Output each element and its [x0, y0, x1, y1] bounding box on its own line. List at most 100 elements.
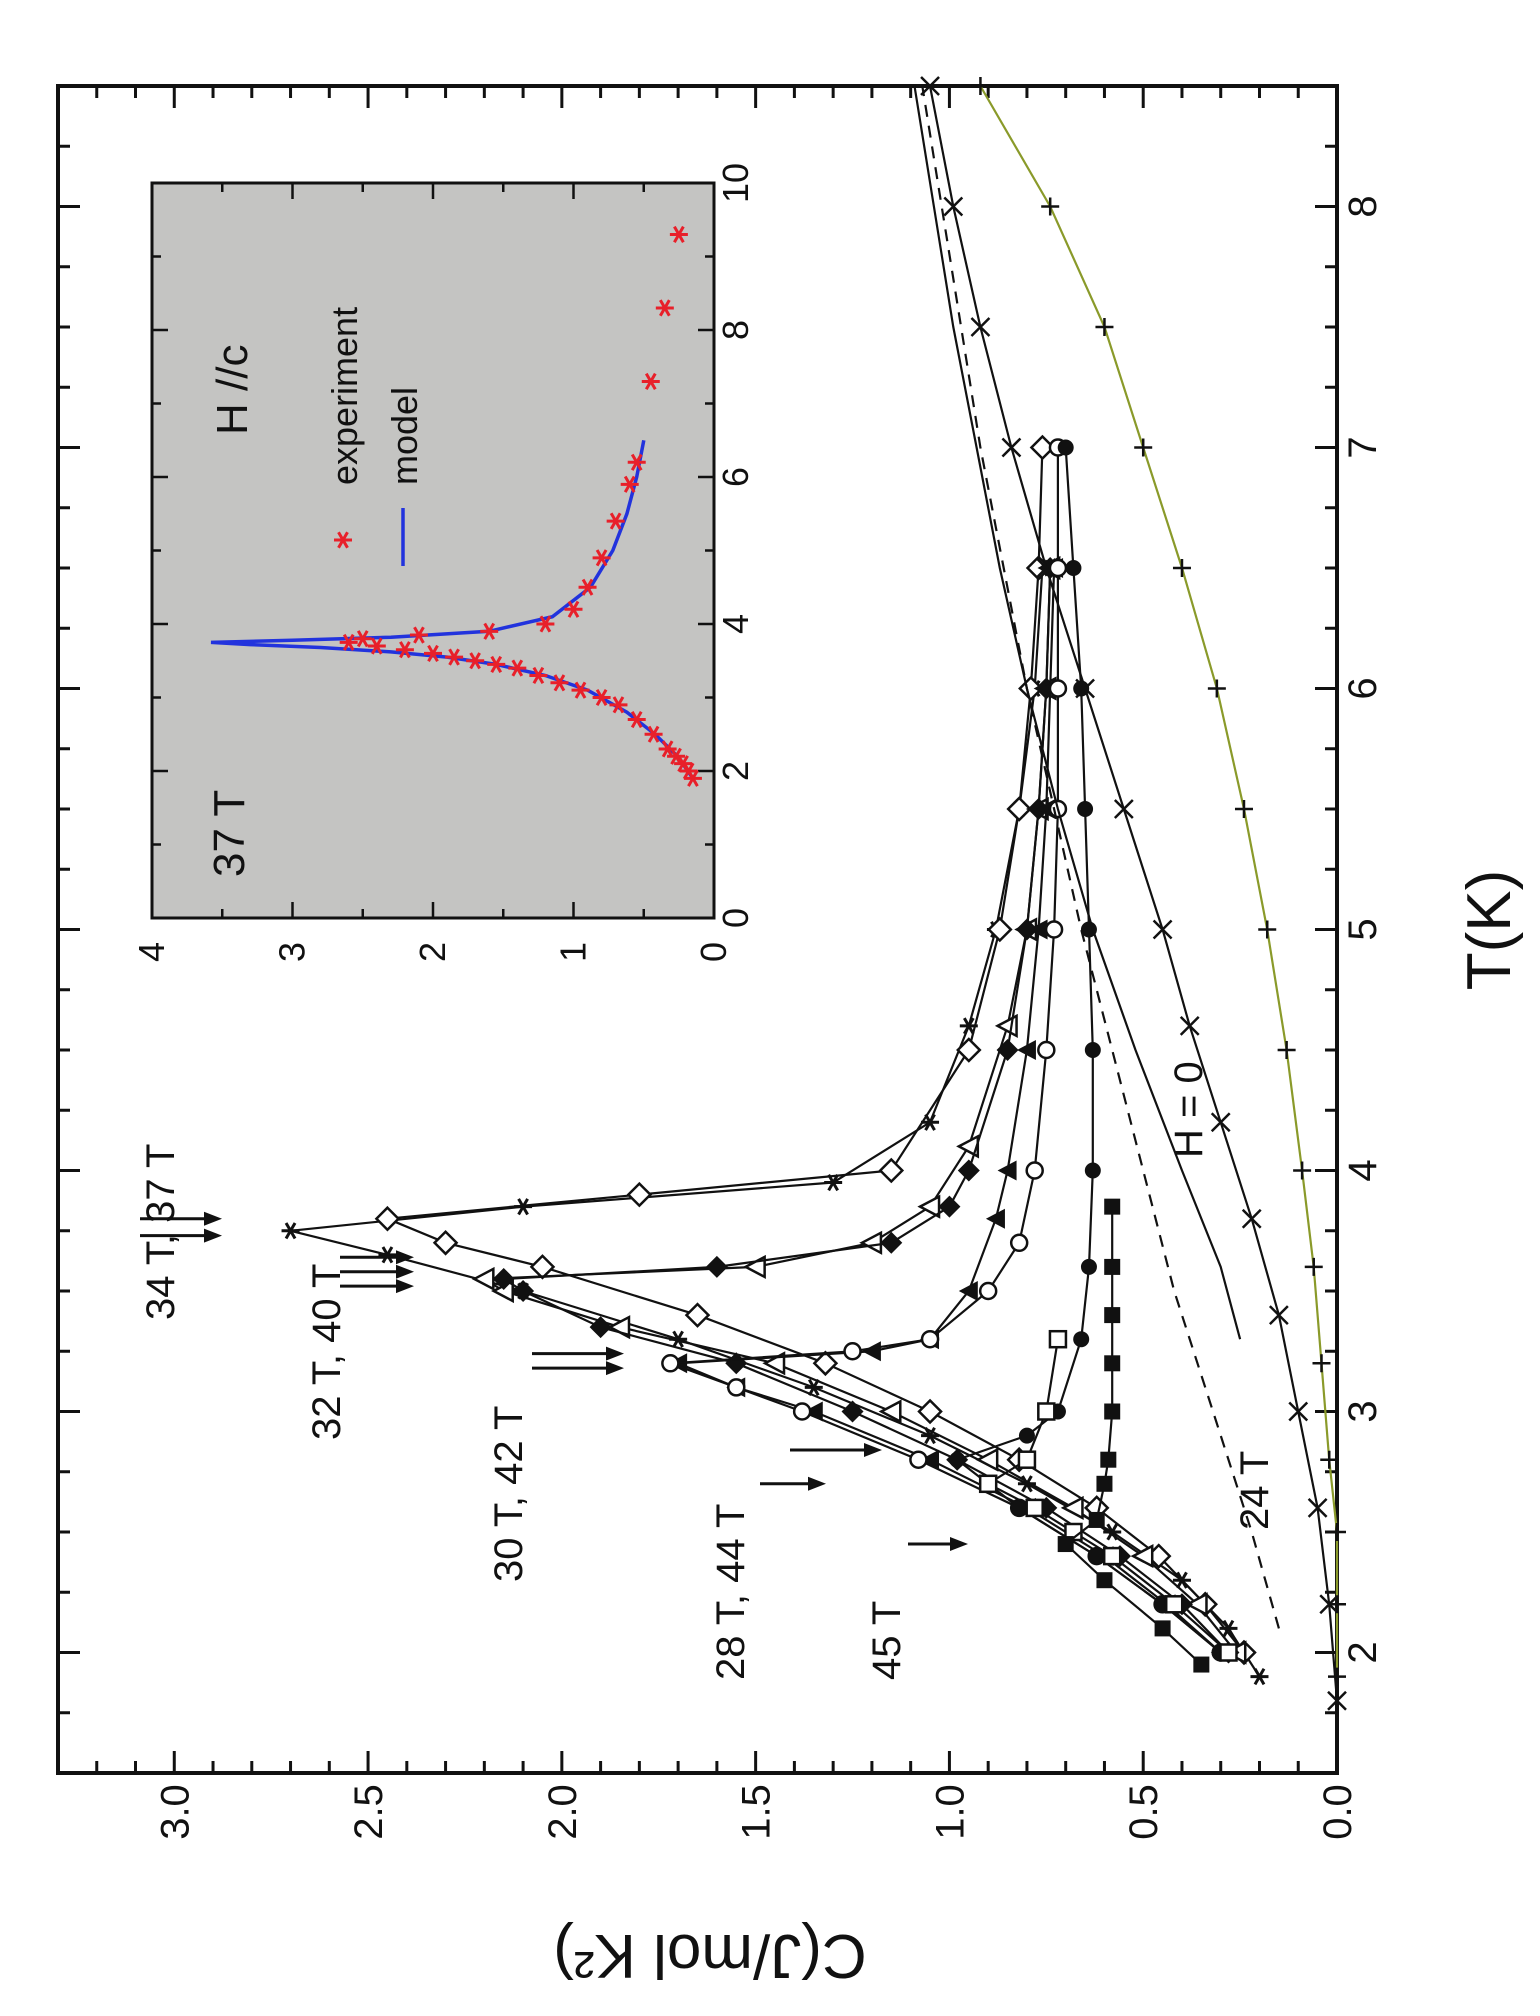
data-point-8-8 [1104, 1355, 1121, 1372]
experiment-point-18 [367, 637, 386, 655]
data-point-8-2 [1096, 1572, 1113, 1589]
data-point-11-14 [943, 196, 964, 217]
y-tick-label: 1.0 [928, 1784, 972, 1840]
data-point-6-8 [1073, 1331, 1090, 1348]
data-point-11-10 [1075, 678, 1095, 699]
series-4-30-t-42-t [668, 558, 1230, 1663]
data-point-2-2 [1130, 1544, 1154, 1569]
data-point-12-11 [1172, 559, 1191, 577]
data-point-0-10 [281, 1222, 300, 1240]
x-axis-title: T(K) [1455, 870, 1524, 991]
annotation-28T-44T: 28 T, 44 T [709, 1504, 753, 1680]
data-point-12-4 [1312, 1354, 1331, 1373]
data-point-11-11 [1036, 558, 1057, 578]
experiment-point-20 [353, 630, 372, 648]
data-point-11-6 [1210, 1112, 1231, 1133]
data-point-8-10 [1104, 1258, 1121, 1275]
inset-x-tick-label: 6 [715, 467, 756, 487]
data-point-6-16 [1057, 439, 1074, 456]
data-point-5-10 [978, 1281, 998, 1301]
experiment-point-14 [466, 652, 485, 670]
x-tick-label: 7 [1341, 436, 1385, 458]
data-point-7-0 [1219, 1643, 1238, 1662]
series-line-11 [928, 85, 1339, 1701]
data-point-2-1 [1184, 1592, 1208, 1617]
experiment-point-12 [508, 659, 527, 677]
annotation-34T-37T-label: 34 T, 37 T [139, 1144, 183, 1320]
series-line-10 [913, 85, 1242, 1340]
data-point-11-4 [1268, 1305, 1289, 1325]
data-point-11-8 [1152, 919, 1173, 940]
experiment-point-25 [578, 578, 597, 596]
arrow-34T [140, 1228, 222, 1243]
data-point-2-14 [994, 1013, 1018, 1038]
data-point-8-5 [1096, 1475, 1113, 1492]
inset-y-tick-label: 4 [131, 942, 172, 962]
experiment-point-4 [658, 740, 677, 758]
data-point-11-15 [920, 76, 940, 96]
data-point-5-5 [792, 1402, 812, 1421]
data-point-8-4 [1088, 1511, 1105, 1528]
data-point-2-3 [1060, 1495, 1084, 1520]
data-point-2-9 [471, 1266, 495, 1292]
data-point-1-11 [626, 1181, 653, 1208]
data-point-6-9 [1080, 1258, 1097, 1275]
data-point-12-0 [1328, 1667, 1346, 1686]
y-tick-label: 0.0 [1316, 1784, 1360, 1840]
data-point-3-10 [705, 1255, 728, 1278]
experiment-points [339, 225, 702, 787]
inset-y-tick-label: 2 [412, 942, 453, 962]
inset-axis-ticks: 0 2 4 6 8 10 0 1 2 3 4 [131, 163, 756, 962]
series-11 [920, 76, 1347, 1711]
series-8-45-t [1057, 1198, 1210, 1673]
data-point-11-12 [1001, 437, 1022, 458]
data-point-1-10 [374, 1205, 401, 1232]
inset-y-tick-label: 3 [272, 942, 313, 962]
annotation-45T-label: 45 T [865, 1601, 909, 1680]
annotation-30T-42T: 30 T, 42 T [487, 1406, 531, 1582]
annotation-H0-label: H = 0 [1167, 1061, 1211, 1158]
data-point-0-1 [1219, 1619, 1238, 1637]
series-line-9 [921, 85, 1280, 1629]
data-point-1-9 [432, 1230, 459, 1256]
experiment-point-19 [339, 633, 358, 651]
data-point-12-2 [1328, 1523, 1346, 1541]
data-point-3-12 [938, 1195, 961, 1218]
data-point-4-10 [958, 1281, 978, 1301]
data-point-7-2 [1102, 1546, 1122, 1566]
data-point-5-13 [1037, 1040, 1056, 1060]
experiment-point-24 [564, 600, 583, 618]
series-10 [913, 85, 1242, 1340]
data-point-12-8 [1258, 920, 1277, 939]
data-point-2-13 [956, 1134, 980, 1159]
inset-y-tick-label: 0 [693, 942, 734, 962]
data-point-5-11 [1009, 1233, 1029, 1253]
data-point-1-6 [812, 1350, 839, 1377]
experiment-point-11 [529, 666, 548, 684]
inset-orientation-label: H //c [208, 345, 257, 435]
main-axis-ticks: 2 3 4 5 6 7 8 0.0 0.5 1.0 1.5 2.0 2.5 3.0 [56, 84, 1385, 1840]
experiment-point-32 [669, 225, 688, 243]
data-point-6-14 [1073, 680, 1090, 697]
y-axis-title: C(J/mol K²) [553, 1921, 866, 1990]
inset-panel: 0 2 4 6 8 10 0 1 2 3 4 37 T H //c experiment model [131, 163, 756, 962]
data-point-12-6 [1293, 1161, 1312, 1180]
data-point-4-12 [997, 1160, 1017, 1181]
experiment-point-15 [445, 648, 464, 666]
data-point-6-13 [1077, 801, 1094, 817]
experiment-point-5 [644, 725, 663, 743]
data-point-0-0 [1250, 1668, 1269, 1686]
data-point-7-8 [1048, 1329, 1068, 1349]
experiment-point-7 [609, 696, 628, 714]
data-point-11-2 [1307, 1498, 1328, 1518]
series-line-12 [979, 85, 1339, 1677]
experiment-point-31 [655, 299, 674, 317]
series-line-8 [1064, 1206, 1203, 1666]
x-tick-label: 4 [1341, 1159, 1385, 1181]
data-point-8-11 [1104, 1198, 1121, 1215]
y-tick-label: 0.5 [1122, 1784, 1166, 1840]
data-point-11-9 [1113, 799, 1134, 819]
data-point-3-7 [589, 1316, 612, 1339]
data-point-12-13 [1095, 318, 1114, 336]
series-6-28-t-44-t [949, 439, 1229, 1661]
